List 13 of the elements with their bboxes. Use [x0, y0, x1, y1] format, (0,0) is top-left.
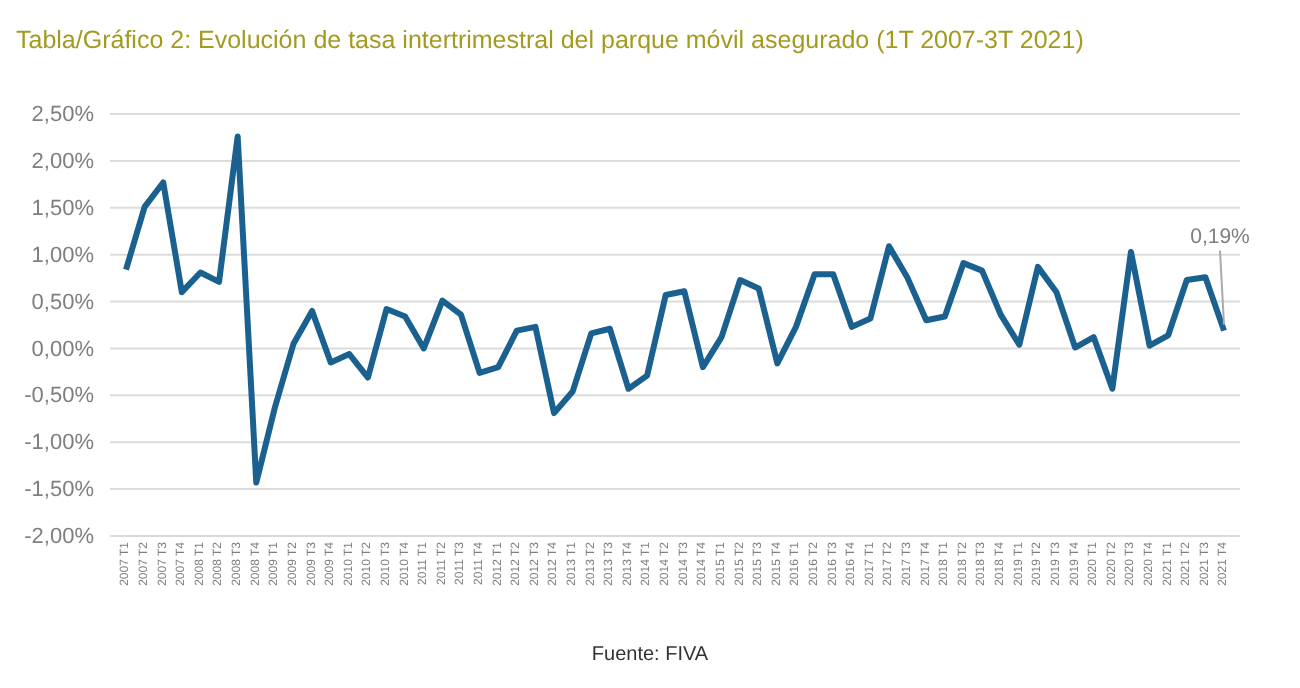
chart-title: Tabla/Gráfico 2: Evolución de tasa intertrimestral del parque móvil asegurado (1T 2007-3T 2021): [16, 26, 1084, 54]
y-tick-label: -0,50%: [24, 384, 95, 409]
y-tick-label: -2,00%: [24, 525, 95, 550]
y-tick-label: 0,00%: [31, 337, 95, 362]
y-tick-label: 1,00%: [31, 243, 95, 268]
y-tick-label: 2,00%: [31, 149, 95, 174]
y-tick-label: 2,50%: [31, 103, 95, 128]
source-note: Fuente: FIVA: [591, 644, 709, 666]
annotation: 0,19%: [1190, 224, 1250, 249]
y-tick-label: -1,50%: [24, 478, 95, 503]
y-tick-label: 0,50%: [31, 290, 95, 315]
y-tick-label: 1,50%: [31, 196, 95, 221]
y-tick-label: -1,00%: [24, 431, 95, 456]
